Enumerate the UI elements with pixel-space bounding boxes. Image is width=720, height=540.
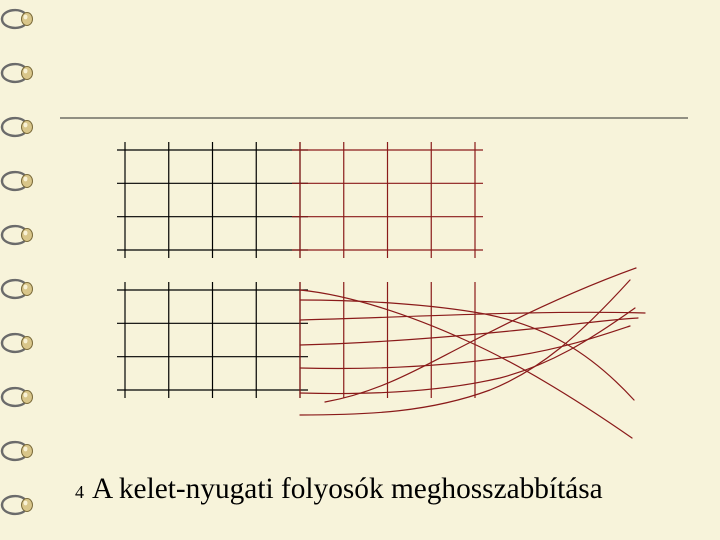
binding-ring — [0, 384, 30, 406]
binding-ring — [0, 60, 30, 82]
binding-ring — [0, 330, 30, 352]
spiral-binding — [0, 0, 40, 540]
binding-ring — [0, 6, 30, 28]
caption-text: A kelet-nyugati folyosók meghosszabbítás… — [92, 472, 603, 507]
caption: 4 A kelet-nyugati folyosók meghosszabbít… — [75, 472, 603, 507]
slide: 4 A kelet-nyugati folyosók meghosszabbít… — [0, 0, 720, 540]
binding-ring — [0, 168, 30, 190]
bullet-glyph: 4 — [75, 483, 84, 501]
horizontal-divider — [0, 116, 720, 120]
binding-ring — [0, 492, 30, 514]
corridor-diagram — [70, 140, 650, 450]
binding-ring — [0, 276, 30, 298]
binding-ring — [0, 438, 30, 460]
binding-ring — [0, 222, 30, 244]
